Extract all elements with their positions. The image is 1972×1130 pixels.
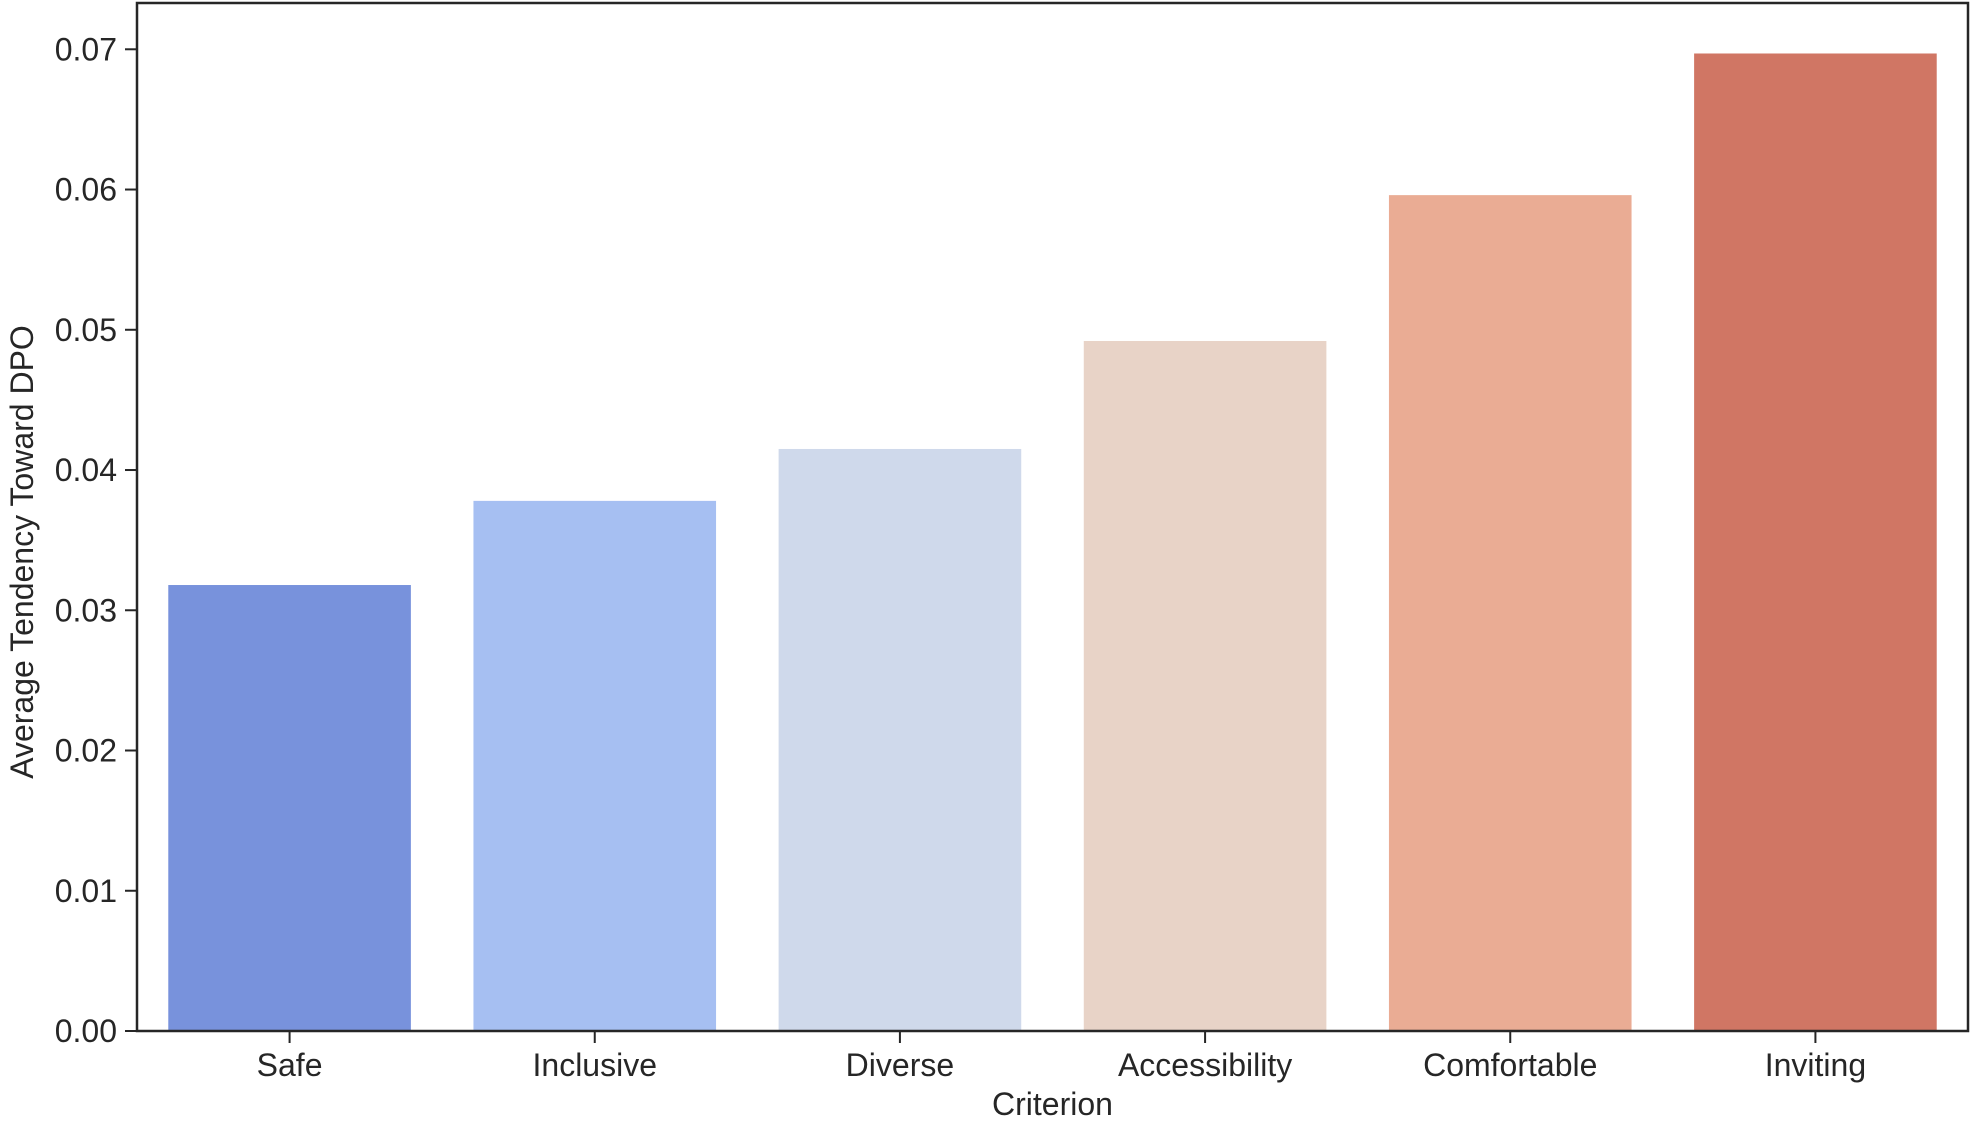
- y-tick-label: 0.00: [55, 1013, 117, 1049]
- plot-frame: [135, 1, 1970, 1033]
- y-tick-label: 0.02: [55, 733, 117, 769]
- y-tick-label: 0.01: [55, 873, 117, 909]
- bar-safe: [168, 585, 411, 1031]
- x-tick-label: Inviting: [1765, 1047, 1866, 1083]
- x-tick-label: Accessibility: [1118, 1047, 1292, 1083]
- y-tick-label: 0.04: [55, 452, 117, 488]
- x-axis-ticks: Safe Inclusive Diverse Accessibility Comfort…: [257, 1031, 1866, 1083]
- x-axis-label: Criterion: [992, 1086, 1113, 1122]
- x-tick-label: Comfortable: [1423, 1047, 1597, 1083]
- y-tick-label: 0.07: [55, 31, 117, 67]
- y-tick-label: 0.03: [55, 592, 117, 628]
- x-tick-label: Safe: [257, 1047, 323, 1083]
- y-tick-label: 0.06: [55, 172, 117, 208]
- y-axis-ticks: 0.00 0.01 0.02 0.03 0.04 0.05 0.06 0.07: [55, 31, 137, 1049]
- bar-diverse: [778, 448, 1022, 1031]
- y-axis-label: Average Tendency Toward DPO: [4, 325, 40, 779]
- x-tick-label: Inclusive: [533, 1047, 658, 1083]
- bar-inclusive: [473, 500, 717, 1031]
- y-tick-label: 0.05: [55, 312, 117, 348]
- x-tick-label: Diverse: [846, 1047, 954, 1083]
- bar-inviting: [1694, 53, 1937, 1031]
- bars-group: [168, 53, 1937, 1032]
- bar-accessibility: [1083, 340, 1327, 1031]
- bar-comfortable: [1388, 195, 1632, 1032]
